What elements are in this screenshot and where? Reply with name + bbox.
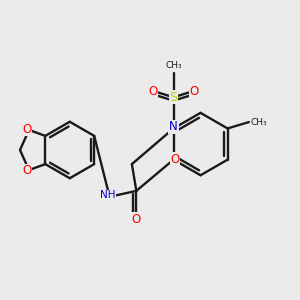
Text: CH₃: CH₃ bbox=[165, 61, 182, 70]
Text: S: S bbox=[169, 91, 178, 104]
Text: O: O bbox=[170, 153, 180, 166]
Text: N: N bbox=[169, 121, 178, 134]
Text: O: O bbox=[148, 85, 157, 98]
Text: NH: NH bbox=[100, 190, 116, 200]
Text: O: O bbox=[132, 213, 141, 226]
Text: O: O bbox=[22, 122, 31, 136]
Text: O: O bbox=[190, 85, 199, 98]
Text: CH₃: CH₃ bbox=[250, 118, 267, 127]
Text: O: O bbox=[22, 164, 31, 178]
